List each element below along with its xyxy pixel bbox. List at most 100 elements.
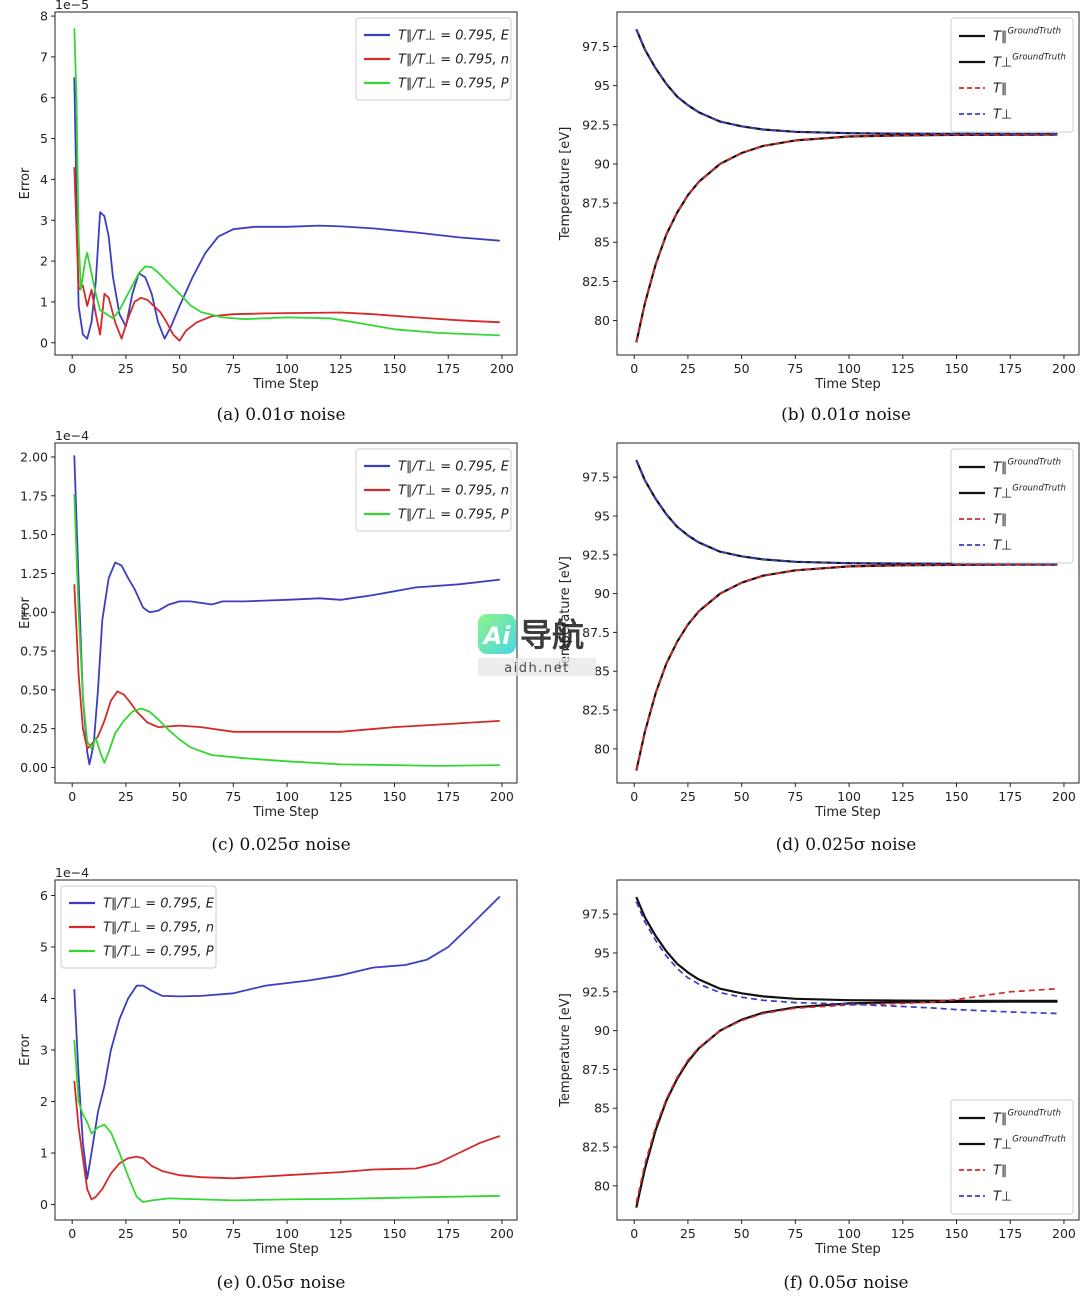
y-tick-label: 82.5	[582, 703, 610, 718]
x-axis-label: Time Step	[814, 377, 881, 392]
legend-item: T∥/T⊥ = 0.795, n	[69, 921, 214, 936]
y-tick-label: 87.5	[582, 625, 610, 640]
y-axis-label: Temperature [eV]	[558, 127, 573, 242]
y-tick-label: 1.50	[20, 527, 48, 542]
series-line	[635, 459, 1058, 565]
y-tick-label: 6	[40, 888, 48, 903]
x-tick-label: 150	[945, 361, 969, 376]
panel-caption: (e) 0.05σ noise	[217, 1273, 346, 1293]
x-tick-label: 125	[891, 361, 915, 376]
plot-frame	[616, 442, 1080, 784]
chart-panel-b: 0 25 50 75 100 125 150 175 200 80 82.5 85 87.5 90 92.5…	[558, 11, 1080, 425]
panel-caption: (a) 0.01σ noise	[216, 405, 345, 425]
y-tick-label: 0.25	[20, 721, 48, 736]
y-tick-label: 1	[40, 294, 48, 309]
x-tick-label: 25	[680, 789, 696, 804]
x-tick-label: 175	[436, 1226, 460, 1241]
y-tick-label: 4	[40, 991, 48, 1006]
y-tick-label: 0.50	[20, 682, 48, 697]
y-tick-label: 4	[40, 172, 48, 187]
x-tick-label: 200	[1052, 1226, 1076, 1241]
y-tick-label: 5	[40, 939, 48, 954]
x-tick-label: 75	[225, 789, 241, 804]
legend-item: T∥/T⊥ = 0.795, E	[364, 460, 510, 475]
legend-label: T∥/T⊥ = 0.795, P	[398, 77, 509, 92]
y-tick-label: 3	[40, 213, 48, 228]
y-tick-label: 2	[40, 1094, 48, 1109]
x-tick-label: 150	[945, 789, 969, 804]
axis-scale-label: 1e−4	[55, 865, 89, 880]
legend-item: T⊥	[959, 539, 1012, 554]
x-tick-label: 0	[630, 361, 638, 376]
watermark: Ai 导航 aidh.net	[478, 614, 596, 676]
y-tick-label: 3	[40, 1043, 48, 1058]
x-tick-label: 125	[891, 789, 915, 804]
legend-item: T∥	[959, 1164, 1007, 1179]
series-line	[73, 584, 500, 750]
x-tick-label: 125	[329, 1226, 353, 1241]
series-line	[635, 133, 1058, 343]
series-line	[73, 455, 500, 766]
series-group	[73, 895, 501, 1203]
x-tick-label: 175	[998, 361, 1022, 376]
x-tick-label: 175	[998, 789, 1022, 804]
series-line	[73, 1080, 501, 1201]
x-tick-label: 50	[734, 361, 750, 376]
x-tick-label: 150	[945, 1226, 969, 1241]
y-tick-label: 90	[594, 156, 610, 171]
y-axis-label: Error	[18, 597, 33, 629]
x-tick-label: 50	[734, 789, 750, 804]
y-tick-label: 80	[594, 741, 610, 756]
x-tick-label: 0	[68, 361, 76, 376]
legend-box	[60, 885, 217, 969]
plot-frame	[616, 11, 1080, 356]
legend-box	[950, 448, 1074, 564]
y-tick-label: 0.75	[20, 644, 48, 659]
legend-item: T∥	[959, 82, 1007, 97]
chart-panel-a: 0 25 50 75 100 125 150 175 200 0 1 2 3 4 5 6 7 8 Time Step…	[18, 0, 518, 425]
x-tick-label: 50	[172, 361, 188, 376]
y-tick-label: 1.25	[20, 566, 48, 581]
y-axis-label: Error	[18, 167, 33, 199]
panel-caption: (d) 0.025σ noise	[776, 835, 917, 855]
x-tick-label: 25	[118, 789, 134, 804]
y-axis-label: Error	[18, 1034, 33, 1066]
x-tick-label: 125	[891, 1226, 915, 1241]
x-tick-label: 125	[329, 789, 353, 804]
y-tick-label: 95	[594, 78, 610, 93]
chart-panel-f: 0 25 50 75 100 125 150 175 200 80 82.5 85 87.5 90 92.5…	[558, 879, 1080, 1293]
y-tick-label: 92.5	[582, 984, 610, 999]
x-tick-label: 75	[787, 1226, 803, 1241]
series-group	[635, 28, 1058, 343]
legend-item: T∥	[959, 513, 1007, 528]
plot-frame	[616, 879, 1080, 1221]
legend-label: T⊥	[993, 1190, 1012, 1205]
y-tick-label: 85	[594, 1101, 610, 1116]
x-tick-label: 75	[787, 789, 803, 804]
series-line	[635, 896, 1058, 1002]
legend-label: T∥/T⊥ = 0.795, E	[103, 897, 215, 912]
y-tick-label: 5	[40, 131, 48, 146]
x-tick-label: 25	[118, 361, 134, 376]
legend-item: T∥/T⊥ = 0.795, E	[364, 29, 510, 44]
x-tick-label: 50	[734, 1226, 750, 1241]
legend-label: T∥/T⊥ = 0.795, P	[398, 508, 509, 523]
y-tick-label: 2.00	[20, 449, 48, 464]
series-line	[635, 987, 1058, 1204]
legend-item: T∥/T⊥ = 0.795, P	[69, 945, 214, 960]
x-tick-label: 100	[837, 789, 861, 804]
y-tick-label: 97.5	[582, 470, 610, 485]
y-tick-label: 8	[40, 9, 48, 24]
x-tick-label: 175	[998, 1226, 1022, 1241]
legend-box	[355, 448, 512, 532]
legend-label: T∥/T⊥ = 0.795, n	[398, 53, 509, 68]
x-axis-label: Time Step	[252, 1242, 319, 1257]
x-tick-label: 75	[787, 361, 803, 376]
chart-panel-c: 0 25 50 75 100 125 150 175 200 0.00 0.25 0.50 0.75 1.…	[18, 428, 518, 855]
x-tick-label: 75	[225, 1226, 241, 1241]
y-tick-label: 85	[594, 235, 610, 250]
x-tick-label: 25	[680, 1226, 696, 1241]
series-group	[73, 455, 500, 767]
